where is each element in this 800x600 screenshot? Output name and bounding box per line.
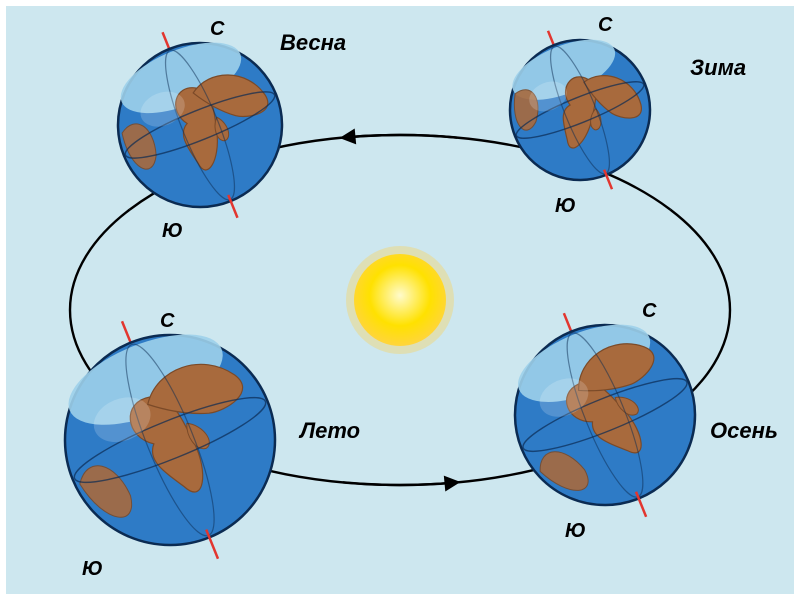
label-winter: Зима — [690, 55, 746, 81]
label-spring: Весна — [280, 30, 346, 56]
diagram-svg — [0, 0, 800, 600]
diagram-stage: Весна Зима Лето Осень С Ю С Ю С Ю С Ю — [0, 0, 800, 600]
north-autumn: С — [642, 300, 656, 323]
south-spring: Ю — [162, 220, 183, 243]
south-summer: Ю — [82, 558, 103, 581]
south-winter: Ю — [555, 195, 576, 218]
north-spring: С — [210, 18, 224, 41]
north-winter: С — [598, 14, 612, 37]
north-summer: С — [160, 310, 174, 333]
label-autumn: Осень — [710, 418, 778, 444]
south-autumn: Ю — [565, 520, 586, 543]
label-summer: Лето — [300, 418, 360, 444]
